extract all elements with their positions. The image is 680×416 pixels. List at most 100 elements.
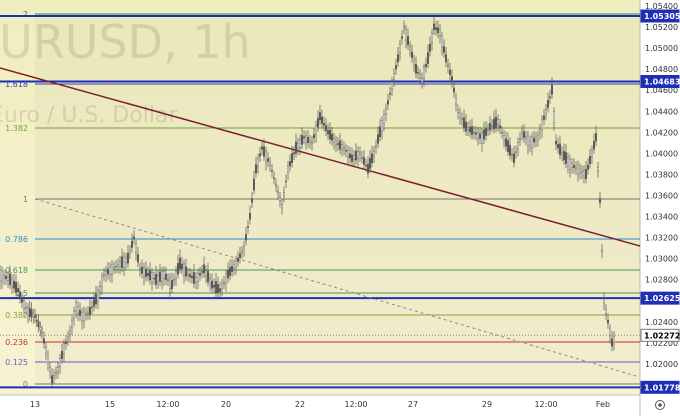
fib-retracement-levels[interactable]: 2 1.618 1.382 1 0.786 0.618 0.5 0.382 0.236 0.125… — [5, 10, 640, 389]
candle-body — [533, 137, 536, 143]
candle-body — [585, 168, 588, 180]
candle-body — [208, 278, 211, 285]
candle-body — [172, 279, 175, 281]
candle-body — [423, 67, 426, 79]
watermark-description: Euro / U.S. Dollar — [0, 103, 178, 128]
time-tick-label: 12:00 — [344, 400, 367, 409]
candle-body — [401, 36, 404, 39]
candle-body — [391, 81, 394, 89]
price-tick-label: 1.04000 — [645, 149, 678, 158]
candle-body — [287, 166, 290, 173]
candle-body — [138, 268, 141, 271]
fib-zone — [35, 14, 640, 384]
time-axis[interactable]: 13 15 12:00 20 22 12:00 27 29 12:00 Feb — [30, 400, 610, 409]
candle-body — [267, 158, 270, 162]
candle-body — [285, 180, 288, 183]
candle-body — [517, 142, 520, 150]
candle-body — [134, 244, 137, 253]
candle-body — [150, 272, 153, 283]
candle-body — [539, 129, 542, 133]
candle-body — [535, 137, 538, 141]
candle-body — [261, 146, 264, 150]
fib-level-label: 0.382 — [5, 311, 28, 320]
candle-body — [445, 54, 448, 63]
candle-body — [37, 321, 40, 328]
candle-body — [545, 109, 548, 114]
candle-body — [228, 267, 231, 276]
candle-body — [84, 313, 87, 315]
candle-body — [411, 51, 414, 59]
candle-body — [547, 100, 550, 108]
candle-body — [453, 87, 456, 93]
candle-body — [102, 274, 105, 276]
time-tick-label: 15 — [105, 400, 115, 409]
candle-body — [148, 270, 151, 281]
badge-value: 1.02272 — [644, 331, 680, 340]
candle-body — [573, 164, 576, 168]
candle-body — [345, 149, 348, 152]
candle-body — [275, 184, 278, 186]
candle-body — [419, 74, 422, 79]
candle-body — [27, 307, 30, 316]
candle-body — [575, 167, 578, 169]
candle-body — [152, 277, 155, 280]
candle-body — [377, 134, 380, 144]
candle-body — [271, 170, 274, 172]
candle-body — [475, 132, 478, 135]
time-tick-label: Feb — [596, 400, 610, 409]
candle-body — [214, 281, 217, 293]
candle-body — [347, 150, 350, 157]
time-tick-label: 20 — [221, 400, 231, 409]
downtrend-line[interactable] — [0, 67, 641, 247]
candle-body — [110, 264, 113, 276]
candle-body — [483, 129, 486, 140]
candle-body — [265, 150, 268, 163]
price-tick-label: 1.04600 — [645, 86, 678, 95]
candle-body — [439, 29, 442, 36]
candle-body — [527, 135, 530, 147]
candle-body — [435, 27, 438, 30]
candle-body — [281, 204, 284, 209]
candle-body — [106, 268, 109, 275]
candle-body — [277, 191, 280, 194]
candle-body — [51, 375, 54, 384]
candle-body — [549, 96, 552, 98]
candle-body — [25, 307, 28, 309]
candle-body — [144, 268, 147, 277]
candle-body — [611, 338, 614, 347]
candle-body — [70, 319, 73, 328]
candle-body — [381, 120, 384, 132]
price-axis[interactable]: 1.05400 1.05200 1.05000 1.04800 1.04600 1.044… — [645, 2, 678, 390]
candle-body — [605, 309, 608, 314]
candle-body — [68, 330, 71, 335]
candle-body — [289, 161, 292, 167]
candle-body — [108, 267, 111, 275]
watermark-symbol: EURUSD, 1h — [0, 15, 251, 69]
candle-body — [331, 134, 334, 141]
gear-icon[interactable] — [655, 400, 665, 410]
candle-body — [206, 270, 209, 283]
candle-body — [613, 336, 616, 343]
candle-body — [220, 283, 223, 290]
price-tick-label: 1.03800 — [645, 170, 678, 179]
candle-body — [186, 273, 189, 276]
dashed-trend-line[interactable] — [34, 198, 637, 377]
candle-body — [230, 266, 233, 272]
candle-body — [257, 158, 260, 167]
candle-body — [53, 375, 56, 378]
candle-body — [457, 110, 460, 113]
candle-body — [295, 141, 298, 154]
candle-body — [513, 153, 516, 163]
time-axis-background — [0, 395, 640, 416]
candle-body — [80, 312, 83, 322]
candle-body — [309, 140, 312, 143]
candle-body — [293, 152, 296, 155]
candle-body — [178, 257, 181, 270]
horizontal-level-lines[interactable] — [0, 15, 640, 389]
candle-body — [511, 154, 514, 156]
candle-body — [154, 273, 157, 285]
candle-body — [349, 153, 352, 159]
candle-body — [599, 198, 602, 203]
candle-body — [337, 143, 340, 145]
